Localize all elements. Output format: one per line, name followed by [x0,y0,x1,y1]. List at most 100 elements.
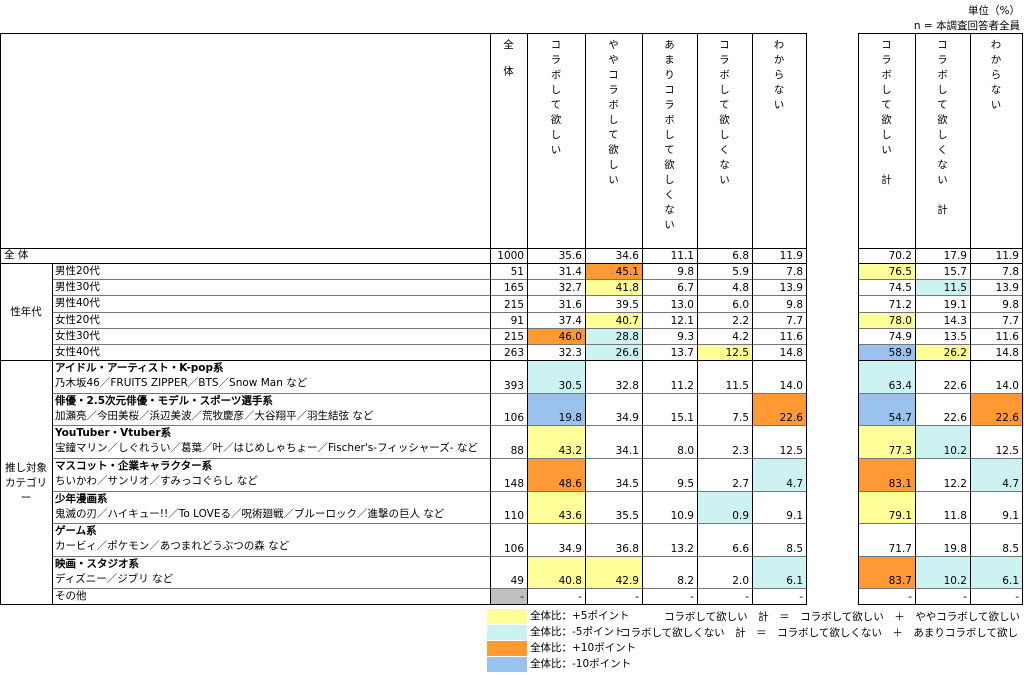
value-cell: 14.8 [779,347,803,360]
rule [858,327,1022,329]
value-cell: 31.6 [558,298,582,311]
rule [858,490,1022,492]
row-label: その他 [55,590,87,603]
unit-label: 単位（%） [968,5,1020,17]
value-cell: 12.2 [943,477,967,490]
value-cell: 13.9 [995,282,1019,295]
value-cell: 7.7 [1002,314,1019,327]
value-cell: 43.6 [528,491,585,524]
row-label: 男性20代 [55,265,100,277]
value-cell: 10.2 [916,556,970,589]
rule [858,33,859,606]
value-cell: 9.8 [786,298,803,311]
value-cell: 39.5 [615,298,639,311]
value-cell: 78.0 [859,312,915,328]
header-text: ややコラボして欲しい [607,39,619,189]
header-text: わからない [772,39,785,114]
column-header: わからない [970,39,1022,246]
value-cell: 11.1 [670,250,694,262]
value-cell: 7.7 [786,314,803,327]
value-cell: 13.7 [670,347,694,360]
value-cell: 88 [510,444,524,457]
category-name: 俳優・2.5次元俳優・モデル・スポーツ選手系 [55,394,273,407]
value-cell: 9.8 [1002,298,1019,311]
n-label: n = 本調査回答者全員 [913,20,1020,32]
category-examples: 加瀬亮／今田美桜／浜辺美波／荒牧慶彦／大谷翔平／羽生結弦 など [55,409,374,422]
value-cell: - [963,591,967,604]
value-cell: 9.1 [1002,510,1019,523]
value-cell: 165 [503,282,524,295]
category-examples: 宝鐘マリン／しぐれうい／葛葉／叶／はじめしゃちょー／Fischer's-フィッシ… [55,442,478,455]
rule [858,263,1022,264]
value-cell: 148 [503,477,524,490]
rule [52,295,806,297]
value-cell: 6.1 [971,556,1022,589]
legend-swatch [487,657,527,672]
value-cell: 13.5 [943,330,967,343]
value-cell: 11.5 [916,280,970,296]
header-text: コラボして欲しくない [718,39,730,189]
value-cell: 40.8 [528,556,585,589]
value-cell: 11.9 [779,250,803,262]
value-cell: 6.6 [732,542,749,555]
rule [858,295,1022,297]
rule [52,311,806,313]
value-cell: 26.2 [916,345,970,361]
value-cell: 10.9 [670,510,694,523]
legend-label: 全体比：-10ポイント [530,658,632,670]
value-cell: 5.9 [732,266,749,279]
value-cell: 48.6 [528,459,585,491]
rule [642,33,643,606]
value-cell: 106 [503,542,524,555]
value-cell: 14.0 [779,379,803,392]
rule [52,279,806,281]
value-cell: 11.2 [670,379,694,392]
value-cell: 83.7 [859,556,915,589]
value-cell: 2.2 [732,314,749,327]
value-cell: 22.6 [753,393,806,426]
group-label: 性年代 [10,306,42,319]
value-cell: 22.6 [971,393,1022,426]
value-cell: 34.9 [615,412,639,425]
value-cell: 7.5 [732,412,749,425]
rule [52,555,806,557]
column-header: わからない [752,39,806,246]
row-label: 女性30代 [55,329,100,342]
value-cell: 4.8 [732,282,749,295]
rule [52,523,806,525]
value-cell: 0.9 [698,491,752,524]
rule [0,604,806,606]
value-cell: 8.5 [1002,542,1019,555]
row-label: 女性40代 [55,346,100,358]
value-cell: 22.6 [943,412,967,425]
value-cell: 9.8 [677,266,694,279]
rule [0,263,806,264]
category-name: YouTuber・Vtuber系 [55,427,172,440]
value-cell: - [690,591,694,604]
column-header: 全体 [490,39,527,246]
value-cell: 34.6 [615,250,639,262]
value-cell: 71.7 [888,542,912,555]
rule [752,33,753,606]
value-cell: 79.1 [859,491,915,524]
rule [585,33,586,606]
value-cell: 26.6 [586,345,642,361]
value-cell: - [491,589,527,605]
header-text: コラボして欲しくない 計 [936,39,948,219]
category-examples: 鬼滅の刃／ハイキュー!!／To LOVEる／呪術廻戦／ブルーロック／進撃の巨人 … [55,507,445,520]
value-cell: 37.4 [558,314,582,327]
value-cell: 6.0 [732,298,749,311]
value-cell: 9.5 [677,477,694,490]
row-label: 女性20代 [55,313,100,326]
value-cell: 9.1 [786,510,803,523]
value-cell: 31.4 [558,266,582,279]
rule [858,523,1022,525]
value-cell: 6.7 [677,282,694,295]
rule [858,392,1022,394]
value-cell: 12.5 [779,444,803,457]
value-cell: 32.8 [615,379,639,392]
value-cell: 10.2 [916,426,970,458]
column-header: ややコラボして欲しい [585,39,642,246]
category-name: ゲーム系 [55,525,97,538]
rule [52,490,806,492]
